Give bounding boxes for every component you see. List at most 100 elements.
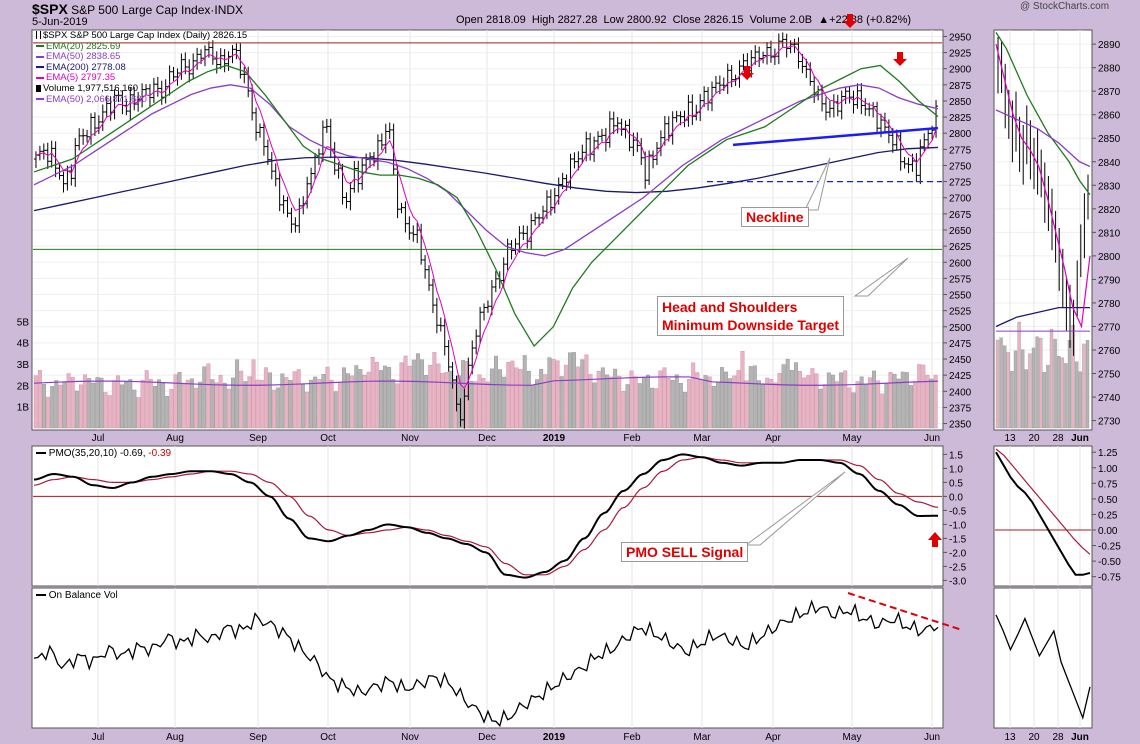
pmo-y-label: -3.0	[949, 576, 967, 587]
volume-bar	[839, 372, 844, 429]
volume-bar	[354, 365, 359, 429]
volume-bar	[929, 378, 934, 429]
legend-entry: EMA(50) 2838.65	[36, 51, 247, 63]
zoom-y-label: 2870	[1098, 87, 1121, 98]
volume-bar	[235, 359, 240, 429]
volume-bar	[757, 380, 761, 429]
volume-bar	[830, 374, 835, 429]
zoom-x-label: 20	[1028, 433, 1040, 444]
pmo-y-label: -2.5	[949, 562, 967, 573]
zoom-obv-line	[995, 614, 1091, 720]
legend-entry: EMA(200) 2778.08	[36, 62, 247, 74]
zoom-obv-x-label: 13	[1004, 732, 1016, 743]
ema20-line	[33, 64, 939, 348]
zoom-volume-bar	[1010, 370, 1014, 429]
volume-bar	[325, 366, 330, 429]
volume-bar	[276, 387, 281, 429]
volume-bar	[641, 377, 646, 429]
volume-bar	[309, 379, 314, 429]
price-y-label: 2750	[949, 161, 972, 172]
obv-x-label: Dec	[478, 732, 496, 743]
volume-bar	[670, 380, 675, 429]
volume-bar	[494, 355, 498, 429]
zoom-volume-bar	[1035, 336, 1039, 429]
volume-bar	[703, 375, 708, 429]
volume-bar	[366, 371, 371, 429]
volume-bar	[740, 351, 745, 429]
zoom-y-label: 2760	[1098, 346, 1121, 357]
legend: $SPX S&P 500 Large Cap Index (Daily) 282…	[36, 30, 247, 105]
price-y-label: 2375	[949, 403, 972, 414]
low-value: 2800.92	[626, 14, 667, 26]
volume-bar	[502, 376, 507, 429]
volume-bar	[403, 355, 408, 429]
volume-bar	[580, 359, 585, 429]
legend-swatch	[36, 31, 41, 40]
pmo-y-label: -0.5	[949, 506, 967, 517]
close-label: Close	[672, 14, 701, 26]
volume-bar	[346, 373, 351, 429]
pmo-line	[33, 453, 939, 579]
pmo-label-text: PMO(35,20,10)	[48, 448, 118, 459]
volume-bar	[678, 383, 683, 429]
zoom-volume-bar	[1042, 372, 1046, 429]
zoom-x-label: 13	[1004, 433, 1016, 444]
zoom-y-label: 2810	[1098, 228, 1121, 239]
volume-bar	[888, 372, 893, 429]
zoom-obv-x-label: 28	[1052, 732, 1064, 743]
zoom-volume-bar	[1039, 337, 1043, 429]
volume-bar	[699, 379, 704, 429]
volume-bar	[83, 374, 88, 429]
volume-bar	[596, 370, 601, 429]
volume-bar	[818, 388, 823, 429]
volume-label: Volume	[749, 14, 787, 26]
price-y-label: 2950	[949, 32, 972, 43]
volume-bar	[185, 379, 190, 429]
price-x-label: Apr	[765, 433, 781, 444]
volume-y-label: 2B	[17, 381, 30, 392]
pmo-y-label: 0.5	[949, 478, 963, 489]
volume-bar	[78, 384, 83, 429]
volume-y-label: 4B	[17, 339, 30, 350]
volume-bar	[161, 383, 166, 429]
volume-bar	[144, 370, 149, 429]
volume-bar	[613, 368, 618, 429]
volume-bar	[777, 373, 782, 429]
obv-swatch	[36, 594, 46, 597]
volume-bar	[522, 355, 527, 429]
volume-bar	[95, 377, 100, 429]
volume-bar	[872, 370, 876, 429]
legend-entry: EMA(20) 2825.69	[36, 41, 247, 53]
volume-bar	[617, 375, 622, 429]
volume-bar	[724, 371, 729, 429]
zoom-volume-bar	[1082, 343, 1086, 429]
obv-x-label: Jun	[924, 732, 940, 743]
zoom-pmo-y-label: -0.25	[1098, 542, 1121, 553]
price-y-label: 2725	[949, 178, 972, 189]
volume-bar	[202, 366, 207, 429]
volume-bar	[395, 383, 400, 429]
price-y-label: 2475	[949, 339, 972, 350]
volume-ema-line	[33, 376, 939, 386]
zoom-y-label: 2820	[1098, 205, 1121, 216]
volume-bar	[765, 377, 770, 429]
zoom-obv-x-label: 20	[1028, 732, 1040, 743]
volume-bar	[284, 377, 289, 429]
volume-bar	[773, 382, 778, 429]
volume-bar	[152, 386, 157, 429]
price-y-label: 2925	[949, 49, 972, 60]
obv-line	[33, 599, 939, 728]
volume-bar	[226, 388, 231, 429]
neckline-callout-pointer	[804, 157, 831, 211]
volume-bar	[181, 383, 186, 429]
volume-bar	[157, 379, 161, 429]
volume-bar	[855, 381, 860, 429]
volume-bar	[876, 380, 881, 429]
volume-bar	[604, 374, 609, 429]
volume-bar	[629, 370, 634, 429]
volume-bar	[748, 366, 753, 429]
zoom-ema20-line	[995, 32, 1091, 196]
volume-bar	[506, 361, 511, 429]
price-y-label: 2800	[949, 129, 972, 140]
